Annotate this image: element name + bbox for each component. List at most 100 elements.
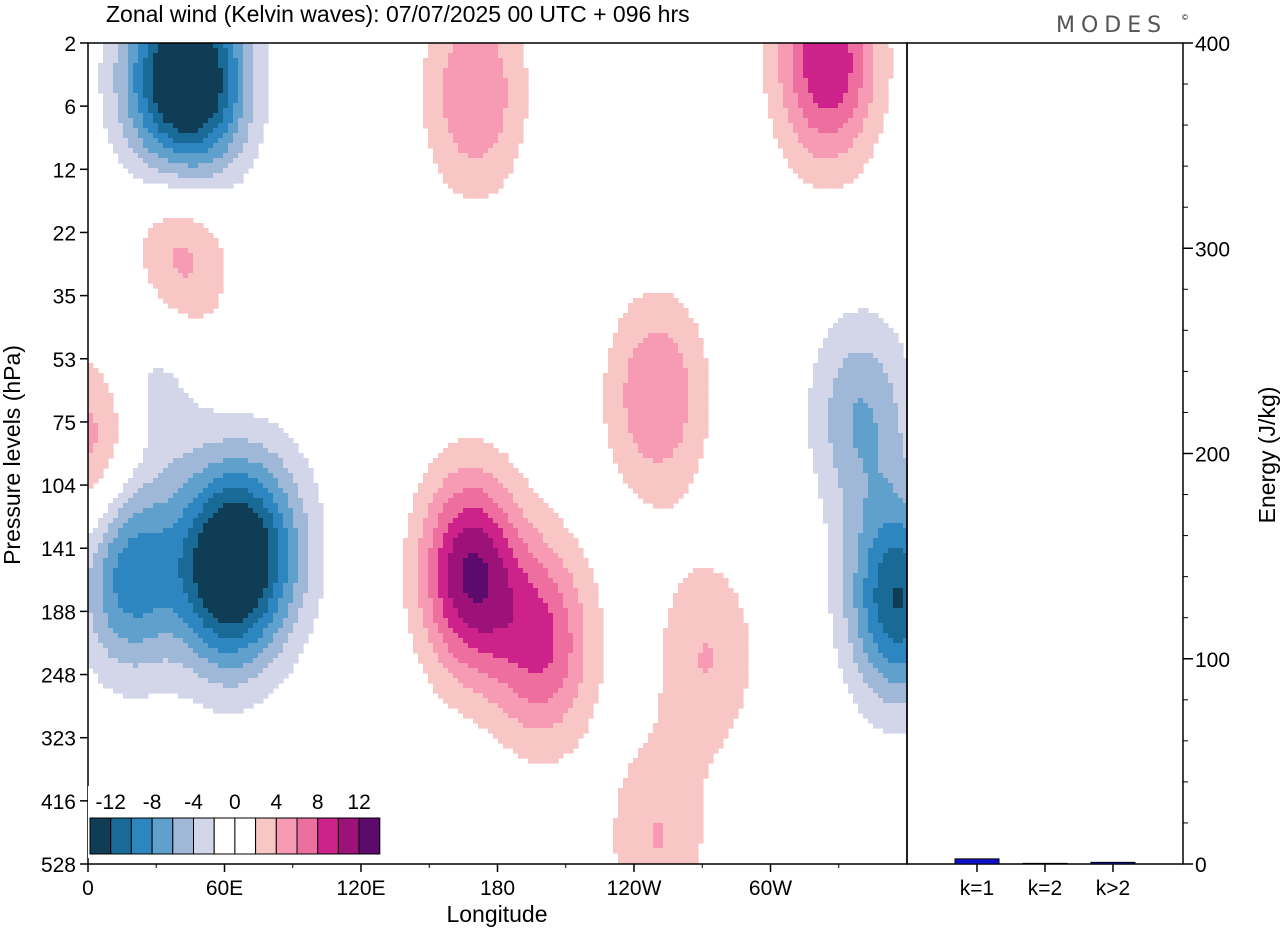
heatmap-cell <box>608 388 614 394</box>
heatmap-cell <box>458 53 464 59</box>
heatmap-cell <box>838 423 844 429</box>
heatmap-cell <box>698 348 704 354</box>
heatmap-cell <box>98 63 104 69</box>
heatmap-cell <box>193 58 199 64</box>
heatmap-cell <box>863 88 869 94</box>
heatmap-cell <box>873 493 879 499</box>
heatmap-cell <box>238 93 244 99</box>
heatmap-cell <box>198 278 204 284</box>
heatmap-cell <box>198 163 204 169</box>
heatmap-cell <box>213 173 219 179</box>
heatmap-cell <box>678 348 684 354</box>
heatmap-cell <box>828 413 834 419</box>
heatmap-cell <box>468 498 474 504</box>
heatmap-cell <box>878 353 884 359</box>
heatmap-cell <box>853 428 859 434</box>
heatmap-cell <box>688 333 694 339</box>
heatmap-cell <box>863 453 869 459</box>
heatmap-cell <box>673 348 679 354</box>
heatmap-cell <box>113 68 119 74</box>
heatmap-cell <box>788 153 794 159</box>
heatmap-cell <box>428 123 434 129</box>
heatmap-cell <box>253 78 259 84</box>
heatmap-cell <box>168 398 174 404</box>
heatmap-cell <box>218 288 224 294</box>
heatmap-cell <box>833 123 839 129</box>
heatmap-cell <box>213 58 219 64</box>
heatmap-cell <box>638 448 644 454</box>
heatmap-cell <box>698 413 704 419</box>
heatmap-cell <box>103 108 109 114</box>
heatmap-cell <box>188 278 194 284</box>
heatmap-cell <box>818 453 824 459</box>
heatmap-cell <box>153 158 159 164</box>
heatmap-cell <box>828 183 834 189</box>
heatmap-cell <box>193 43 199 49</box>
heatmap-cell <box>613 433 619 439</box>
heatmap-cell <box>443 58 449 64</box>
heatmap-cell <box>848 163 854 169</box>
heatmap-cell <box>173 118 179 124</box>
heatmap-cell <box>183 258 189 264</box>
heatmap-cell <box>158 423 164 429</box>
heatmap-cell <box>688 473 694 479</box>
heatmap-cell <box>798 163 804 169</box>
heatmap-cell <box>898 503 904 509</box>
heatmap-cell <box>833 493 839 499</box>
heatmap-cell <box>468 508 474 514</box>
heatmap-cell <box>798 58 804 64</box>
heatmap-cell <box>833 108 839 114</box>
heatmap-cell <box>823 438 829 444</box>
heatmap-cell <box>143 483 149 489</box>
heatmap-cell <box>133 163 139 169</box>
heatmap-cell <box>863 58 869 64</box>
heatmap-cell <box>163 298 169 304</box>
heatmap-cell <box>153 233 159 239</box>
heatmap-cell <box>843 48 849 54</box>
heatmap-cell <box>253 498 259 504</box>
heatmap-cell <box>828 63 834 69</box>
heatmap-cell <box>823 48 829 54</box>
heatmap-cell <box>678 363 684 369</box>
heatmap-cell <box>838 93 844 99</box>
heatmap-cell <box>193 468 199 474</box>
heatmap-cell <box>163 483 169 489</box>
heatmap-cell <box>628 398 634 404</box>
heatmap-cell <box>633 398 639 404</box>
heatmap-cell <box>618 328 624 334</box>
heatmap-cell <box>288 498 294 504</box>
heatmap-cell <box>443 463 449 469</box>
heatmap-cell <box>168 298 174 304</box>
heatmap-cell <box>178 453 184 459</box>
heatmap-cell <box>233 178 239 184</box>
heatmap-cell <box>438 488 444 494</box>
heatmap-cell <box>218 433 224 439</box>
heatmap-cell <box>428 118 434 124</box>
heatmap-cell <box>188 313 194 319</box>
heatmap-cell <box>838 373 844 379</box>
heatmap-cell <box>493 183 499 189</box>
heatmap-cell <box>678 468 684 474</box>
heatmap-cell <box>873 433 879 439</box>
heatmap-cell <box>868 503 874 509</box>
heatmap-cell <box>823 103 829 109</box>
heatmap-cell <box>628 443 634 449</box>
heatmap-cell <box>428 513 434 519</box>
heatmap-cell <box>653 358 659 364</box>
heatmap-cell <box>848 438 854 444</box>
heatmap-cell <box>188 73 194 79</box>
heatmap-cell <box>303 488 309 494</box>
heatmap-cell <box>628 378 634 384</box>
heatmap-cell <box>833 128 839 134</box>
heatmap-cell <box>883 48 889 54</box>
heatmap-cell <box>858 318 864 324</box>
heatmap-cell <box>213 423 219 429</box>
heatmap-cell <box>653 398 659 404</box>
heatmap-cell <box>678 448 684 454</box>
heatmap-cell <box>623 343 629 349</box>
heatmap-cell <box>513 488 519 494</box>
heatmap-cell <box>673 303 679 309</box>
heatmap-cell <box>198 418 204 424</box>
heatmap-cell <box>508 493 514 499</box>
heatmap-cell <box>183 173 189 179</box>
